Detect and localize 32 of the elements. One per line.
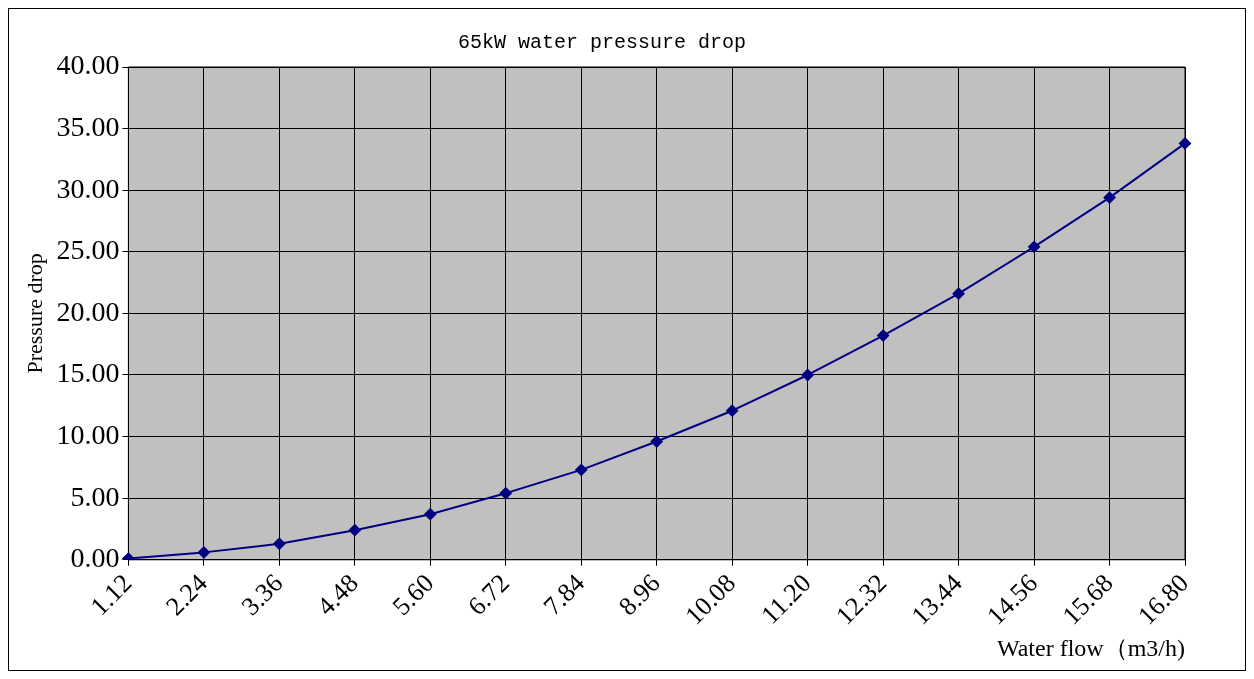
y-tick-label: 15.00	[56, 357, 120, 389]
point	[575, 463, 588, 476]
x-tick-label: 3.36	[235, 568, 289, 622]
point	[1103, 191, 1116, 204]
y-tick-label: 10.00	[56, 418, 120, 450]
x-axis-title: Water flow（m3/h)	[996, 634, 1185, 661]
y-tick-label: 20.00	[56, 295, 120, 327]
point	[197, 546, 210, 559]
point	[273, 537, 286, 550]
point	[952, 287, 965, 300]
point	[726, 404, 739, 417]
x-tick-label: 7.84	[537, 568, 591, 622]
x-tick-label: 5.60	[386, 568, 440, 622]
y-axis-title: Pressure drop	[21, 253, 47, 374]
y-tick-label: 25.00	[56, 234, 120, 266]
point	[348, 524, 361, 537]
point	[1028, 240, 1041, 253]
point	[1179, 137, 1191, 150]
y-tick-label: 35.00	[56, 110, 120, 142]
y-tick-label: 5.00	[70, 480, 120, 512]
point	[424, 508, 437, 521]
y-tick-label: 40.00	[56, 49, 120, 81]
x-tick-label: 4.48	[311, 568, 364, 622]
point	[650, 435, 663, 448]
point	[499, 487, 512, 500]
point	[801, 368, 814, 381]
y-tick-label: 30.00	[56, 172, 120, 204]
x-tick-label: 8.96	[613, 568, 666, 622]
point	[877, 329, 890, 342]
chart-title: 65kW water pressure drop	[457, 31, 747, 55]
x-tick-label: 2.24	[160, 568, 213, 622]
x-tick-label: 6.72	[462, 568, 515, 622]
